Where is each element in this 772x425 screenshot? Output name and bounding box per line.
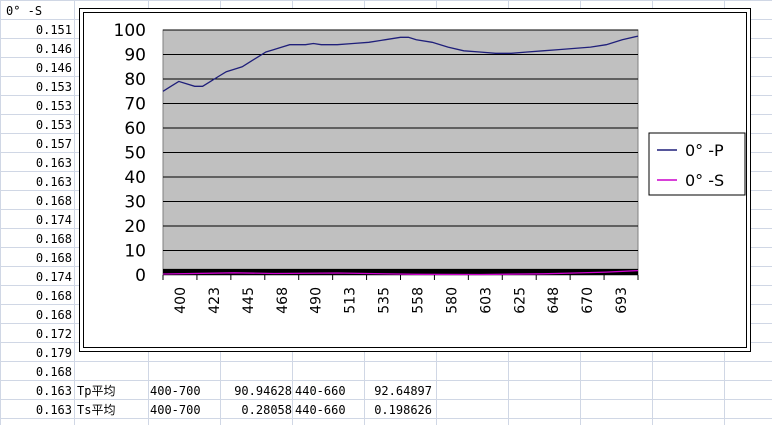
column-value-cell[interactable]: 0.179 xyxy=(36,346,72,360)
summary-value-cell[interactable]: 0.28058 xyxy=(241,403,292,417)
y-tick-label: 10 xyxy=(124,242,146,262)
column-value-cell[interactable]: 0.153 xyxy=(36,80,72,94)
summary-value-cell[interactable]: 0.198626 xyxy=(374,403,432,417)
y-tick-label: 100 xyxy=(114,21,146,41)
column-value-cell[interactable]: 0.163 xyxy=(36,384,72,398)
column-value-cell[interactable]: 0.153 xyxy=(36,99,72,113)
legend-entry: 0° -S xyxy=(685,171,724,190)
x-tick-label: 558 xyxy=(410,287,426,314)
summary-label-cell[interactable]: Tp平均 xyxy=(77,384,115,398)
summary-rows: Tp平均 400-700 90.94628 440-660 92.64897 Ts平均 40… xyxy=(77,384,432,417)
column-value-cell[interactable]: 0.157 xyxy=(36,137,72,151)
y-tick-label: 40 xyxy=(124,168,146,188)
x-tick-label: 400 xyxy=(173,287,189,314)
series-line[interactable] xyxy=(162,269,639,276)
y-tick-label: 60 xyxy=(124,119,146,139)
x-tick-label: 625 xyxy=(512,287,528,314)
x-tick-label: 535 xyxy=(377,287,393,314)
summary-label-cell[interactable]: Ts平均 xyxy=(77,403,115,417)
column-value-cell[interactable]: 0.168 xyxy=(36,365,72,379)
chart-object[interactable]: 0 10 20 30 40 50 60 70 80 90 100 400 423 445 468 490 51… xyxy=(79,8,751,352)
y-axis-ticks: 0 10 20 30 40 50 60 70 80 90 100 xyxy=(114,21,146,286)
column-value-cell[interactable]: 0.174 xyxy=(36,270,72,284)
column-value-cell[interactable]: 0.168 xyxy=(36,251,72,265)
y-tick-label: 0 xyxy=(135,266,146,286)
line-chart: 0 10 20 30 40 50 60 70 80 90 100 400 423 445 468 490 51… xyxy=(114,21,746,314)
column-value-cell[interactable]: 0.174 xyxy=(36,213,72,227)
chart-area-border xyxy=(83,12,747,348)
y-tick-label: 50 xyxy=(124,144,146,164)
x-tick-label: 648 xyxy=(546,287,562,314)
x-axis-ticks: 400 423 445 468 490 513 535 558 580 603 625 648 670 6… xyxy=(162,275,639,314)
series-line[interactable] xyxy=(162,35,639,92)
x-tick-label: 580 xyxy=(444,287,460,314)
y-tick-label: 90 xyxy=(124,46,146,66)
legend-box xyxy=(648,132,746,196)
column-value-cell[interactable]: 0.168 xyxy=(36,232,72,246)
x-tick-label: 670 xyxy=(580,287,596,314)
summary-range-cell[interactable]: 440-660 xyxy=(295,384,346,398)
column-value-cell[interactable]: 0.168 xyxy=(36,308,72,322)
column-value-cell[interactable]: 0.163 xyxy=(36,175,72,189)
column-header-cell[interactable]: 0° -S xyxy=(6,4,42,18)
summary-range-cell[interactable]: 400-700 xyxy=(150,403,201,417)
column-value-cell[interactable]: 0.153 xyxy=(36,118,72,132)
x-tick-label: 513 xyxy=(343,287,359,314)
summary-value-cell[interactable]: 90.94628 xyxy=(234,384,292,398)
legend-entry: 0° -P xyxy=(685,141,724,160)
y-tick-label: 30 xyxy=(124,193,146,213)
column-value-cell[interactable]: 0.146 xyxy=(36,42,72,56)
summary-value-cell[interactable]: 92.64897 xyxy=(374,384,432,398)
column-values: 0.151 0.146 0.146 0.153 0.153 0.153 0.157 0.163… xyxy=(36,23,72,417)
column-value-cell[interactable]: 0.168 xyxy=(36,289,72,303)
summary-range-cell[interactable]: 440-660 xyxy=(295,403,346,417)
column-value-cell[interactable]: 0.168 xyxy=(36,194,72,208)
x-tick-label: 693 xyxy=(614,287,630,314)
x-tick-label: 445 xyxy=(241,287,257,314)
x-tick-label: 468 xyxy=(275,287,291,314)
summary-range-cell[interactable]: 400-700 xyxy=(150,384,201,398)
series-layer xyxy=(162,35,639,276)
column-value-cell[interactable]: 0.163 xyxy=(36,156,72,170)
y-tick-label: 20 xyxy=(124,217,146,237)
column-value-cell[interactable]: 0.146 xyxy=(36,61,72,75)
y-tick-label: 80 xyxy=(124,70,146,90)
x-tick-label: 423 xyxy=(207,287,223,314)
plot-area[interactable] xyxy=(162,29,639,276)
y-tick-label: 70 xyxy=(124,95,146,115)
x-tick-label: 603 xyxy=(478,287,494,314)
column-value-cell[interactable]: 0.172 xyxy=(36,327,72,341)
legend[interactable]: 0° -P 0° -S xyxy=(648,132,746,196)
x-tick-label: 490 xyxy=(309,287,325,314)
column-value-cell[interactable]: 0.163 xyxy=(36,403,72,417)
column-value-cell[interactable]: 0.151 xyxy=(36,23,72,37)
x-axis-floor xyxy=(163,268,638,275)
